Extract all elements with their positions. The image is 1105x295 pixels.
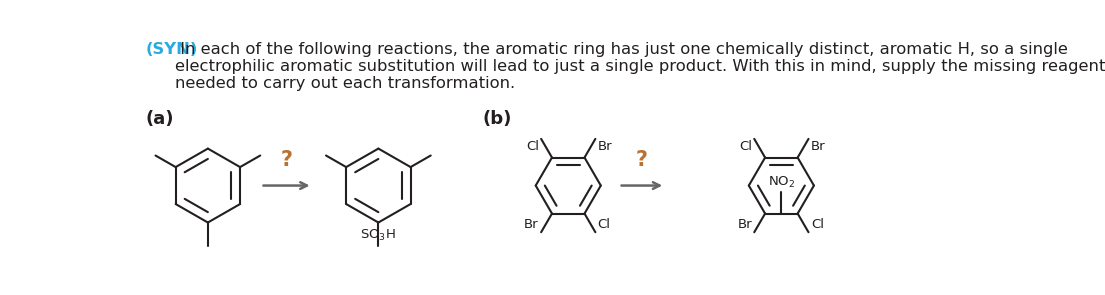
Text: (SYN): (SYN) <box>146 42 198 57</box>
Text: Br: Br <box>524 218 539 231</box>
Text: Cl: Cl <box>598 218 611 231</box>
Text: In each of the following reactions, the aromatic ring has just one chemically di: In each of the following reactions, the … <box>175 42 1105 91</box>
Text: Cl: Cl <box>811 218 824 231</box>
Text: Br: Br <box>737 218 751 231</box>
Text: (a): (a) <box>146 110 175 128</box>
Text: Cl: Cl <box>526 140 539 153</box>
Text: Cl: Cl <box>739 140 751 153</box>
Text: ?: ? <box>635 150 648 170</box>
Text: SO$_3$H: SO$_3$H <box>360 228 397 243</box>
Text: ?: ? <box>281 150 292 170</box>
Text: Br: Br <box>598 140 612 153</box>
Text: (b): (b) <box>483 110 513 128</box>
Text: Br: Br <box>811 140 825 153</box>
Text: NO$_2$: NO$_2$ <box>768 175 796 191</box>
